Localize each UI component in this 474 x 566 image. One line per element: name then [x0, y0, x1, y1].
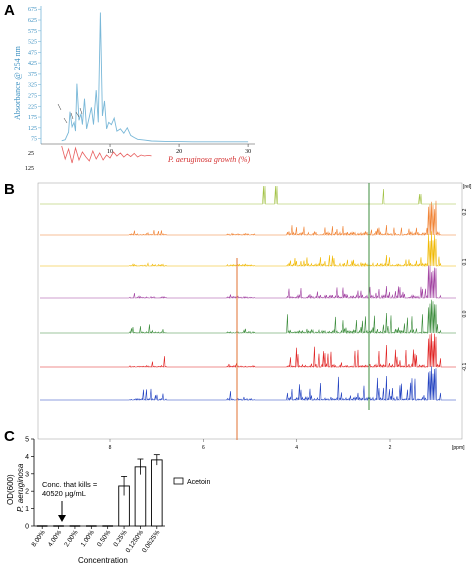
b-right-tick-label: 0.2: [462, 208, 468, 215]
legend-swatch: [173, 477, 184, 485]
b-right-tick-label: 0.1: [462, 258, 468, 265]
panel-b-right-unit: [rel]: [463, 184, 472, 190]
panel-c-chart: 0 1 2 3 4 5 8.00% 4.00% 2.00% 1.00% 0.50% 0.25%0.1…: [6, 437, 210, 566]
panel-b-frame: [37, 182, 463, 440]
b-right-tick-label: -0.1: [462, 362, 468, 371]
a-x-tick-label: 30: [245, 149, 251, 155]
a-x-tick-label: 20: [176, 149, 182, 155]
panel-b-right-ticks: 0.2 0.1 0.0 -0.1: [462, 208, 468, 371]
nmr-trace: [40, 299, 456, 335]
nmr-traces: [40, 185, 456, 402]
a-y-tick-label: 75: [31, 137, 37, 143]
a-y-tick-label: 475: [28, 50, 37, 56]
nmr-trace: [40, 185, 456, 205]
panel-a-growth-label: P. aeruginosa growth (%): [167, 155, 251, 164]
panel-c-bars: [36, 454, 163, 527]
a-y-tick-label: 525: [28, 40, 37, 46]
panel-c-y-ticks: 0 1 2 3 4 5: [25, 437, 34, 531]
a-y-tick-label: 375: [28, 72, 37, 78]
kill-arrow-head: [58, 515, 66, 522]
b-x-tick-label: 8: [109, 445, 112, 451]
nmr-trace: [40, 366, 456, 402]
c-x-tick-label: 8.00%: [31, 529, 47, 548]
a-x-tick-label: 10: [107, 149, 113, 155]
c-y-tick-label: 4: [25, 454, 29, 461]
c-x-tick-label: 1.00%: [80, 529, 96, 548]
a-y-tick-label: 125: [28, 126, 37, 132]
a-y-tick-label: 575: [28, 29, 37, 35]
panel-b-letter: B: [4, 181, 15, 198]
panel-b-x-ticks: 8 6 4 2: [109, 439, 392, 451]
panel-a-x-ticks: 10 20 30: [107, 144, 251, 155]
a-y-tick-label: 675: [28, 7, 37, 13]
panel-c-letter: C: [4, 428, 15, 445]
peak-arrows: [57, 103, 83, 124]
panel-b-x-label: [ppm]: [452, 445, 465, 451]
a-y-tick-label: 625: [28, 18, 37, 24]
nmr-trace: [40, 200, 456, 237]
panel-a-letter: A: [4, 2, 15, 19]
c-y-tick-label: 1: [25, 506, 29, 513]
panel-a-y-ticks: 75 125 175 225 275 325 375 425 475 525 575 625 675: [28, 7, 41, 143]
bar: [151, 459, 163, 527]
nmr-trace: [40, 333, 456, 369]
a-y-tick-label: 425: [28, 61, 37, 67]
panel-c-x-label: Concentration: [78, 556, 128, 565]
kill-annotation-line-1: Conc. that kills =: [42, 480, 98, 489]
a-y-tick-label: 225: [28, 104, 37, 110]
chromatogram-line: [61, 12, 249, 143]
panel-c-x-ticks: 8.00% 4.00% 2.00% 1.00% 0.50% 0.25%0.1250%0.0…: [31, 526, 162, 554]
c-y-tick-label: 2: [25, 489, 29, 496]
panel-a-chart: 75 125 175 225 275 325 375 425 475 525 575 625 675 1…: [13, 6, 255, 172]
nmr-trace: [40, 265, 456, 300]
a-y-tick-label: 275: [28, 93, 37, 99]
b-x-tick-label: 2: [389, 445, 392, 451]
c-x-tick-label: 2.00%: [63, 529, 79, 548]
c-x-tick-label: 4.00%: [47, 529, 63, 548]
panel-a-secondary-ticks: 25 125: [25, 151, 34, 172]
a-y-tick-label: 175: [28, 115, 37, 121]
bar: [134, 466, 147, 527]
a-y-tick-label: 325: [28, 83, 37, 89]
c-x-tick-label: 0.25%: [112, 529, 128, 548]
panel-a-y-label: Absorbance @ 254 nm: [13, 45, 22, 120]
panel-c-y-label-2: P. aeruginosa: [16, 463, 25, 512]
panel-c-y-label-1: OD(600): [6, 474, 15, 505]
a-secondary-tick-label: 25: [28, 151, 34, 157]
c-x-tick-label: 0.50%: [96, 529, 112, 548]
b-x-tick-label: 6: [202, 445, 205, 451]
kill-annotation-line-2: 40520 µg/mL: [42, 489, 86, 498]
c-y-tick-label: 3: [25, 471, 29, 478]
nmr-trace: [40, 231, 456, 268]
legend-label: Acetoin: [187, 479, 210, 486]
b-x-tick-label: 4: [295, 445, 298, 451]
c-y-tick-label: 0: [25, 524, 29, 531]
growth-line: [61, 145, 152, 164]
c-y-tick-label: 5: [25, 437, 29, 444]
panel-b-chart: 8 6 4 2 0.2 0.1 0.0 -0.1 [ppm] [rel]: [37, 182, 472, 451]
a-secondary-tick-label: 125: [25, 166, 34, 172]
b-right-tick-label: 0.0: [462, 310, 468, 317]
